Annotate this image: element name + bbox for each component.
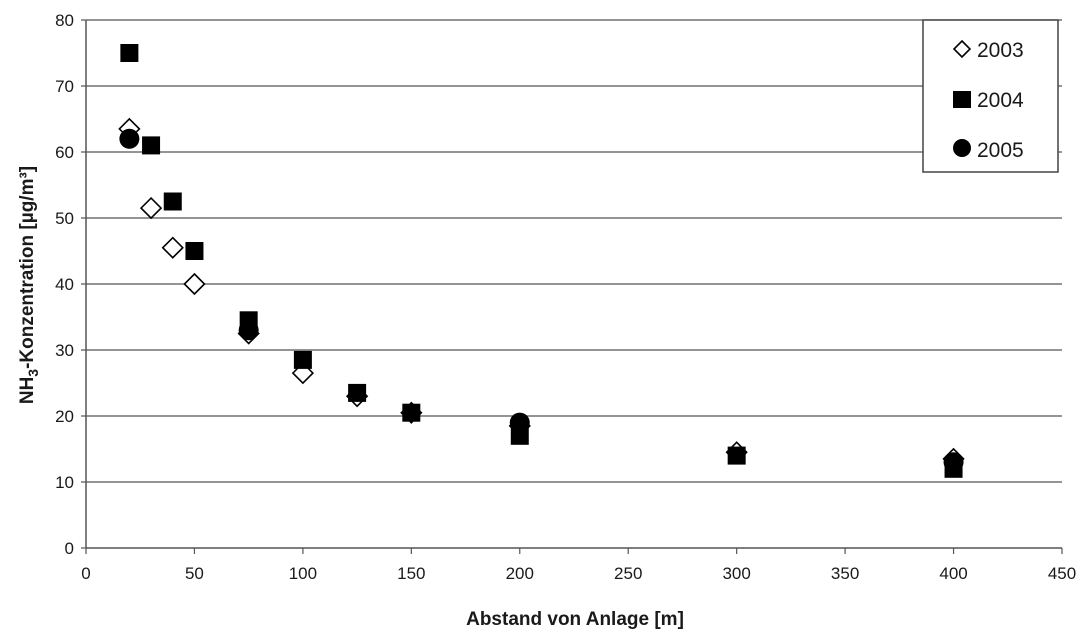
point-2003-30 <box>139 196 163 220</box>
legend-label-2004: 2004 <box>977 89 1024 112</box>
series-2005 <box>119 128 964 473</box>
x-tick-label-200: 200 <box>506 564 534 583</box>
y-axis-title: NH3-Konzentration [µg/m³] <box>17 166 41 404</box>
point-2005-75 <box>238 320 259 341</box>
point-2005-20 <box>119 128 140 149</box>
x-tick-label-450: 450 <box>1048 564 1076 583</box>
square-filled-icon <box>953 91 971 108</box>
y-tick-label-60: 60 <box>55 143 74 162</box>
x-tick-label-150: 150 <box>397 564 425 583</box>
point-2003-40 <box>161 236 184 259</box>
point-2004-300 <box>727 446 746 465</box>
y-tick-label-30: 30 <box>55 341 74 360</box>
y-axis-title-suffix: -Konzentration [µg/m³] <box>17 166 38 369</box>
x-axis-ticks: 0 50 100 150 200 250 300 350 400 450 <box>81 548 1076 583</box>
y-tick-label-0: 0 <box>65 539 74 558</box>
x-tick-label-300: 300 <box>722 564 750 583</box>
point-2004-100 <box>293 350 312 369</box>
legend-entry-2003: 2003 <box>952 39 1024 62</box>
diamond-open-icon <box>952 39 972 59</box>
x-tick-label-100: 100 <box>289 564 317 583</box>
point-2004-50 <box>185 242 204 260</box>
y-tick-label-80: 80 <box>55 11 74 30</box>
x-tick-label-50: 50 <box>185 564 204 583</box>
x-tick-label-400: 400 <box>939 564 967 583</box>
point-2004-150 <box>402 403 421 422</box>
legend-box <box>922 19 1059 173</box>
point-2004-20 <box>120 44 139 62</box>
y-axis-title-prefix: NH <box>17 377 38 404</box>
point-2005-400 <box>943 452 964 473</box>
legend: 2003 2004 2005 <box>922 19 1059 173</box>
gridlines <box>86 19 1062 483</box>
legend-entry-2005: 2005 <box>953 139 1024 162</box>
x-tick-label-250: 250 <box>614 564 642 583</box>
data-points <box>118 44 965 478</box>
legend-label-2005: 2005 <box>977 139 1024 162</box>
circle-filled-icon <box>953 139 971 157</box>
point-2004-125 <box>348 383 367 402</box>
y-axis-ticks: 0 10 20 30 40 50 60 70 80 <box>55 11 86 558</box>
y-tick-label-70: 70 <box>55 77 74 96</box>
y-tick-label-10: 10 <box>55 473 74 492</box>
y-tick-label-50: 50 <box>55 209 74 228</box>
point-2005-200 <box>509 412 530 433</box>
point-2003-50 <box>183 272 206 296</box>
y-tick-label-20: 20 <box>55 407 74 426</box>
point-2004-30 <box>142 136 161 155</box>
legend-label-2003: 2003 <box>977 39 1024 62</box>
y-tick-label-40: 40 <box>55 275 74 294</box>
x-tick-label-350: 350 <box>831 564 859 583</box>
legend-entry-2004: 2004 <box>953 89 1024 112</box>
x-tick-label-0: 0 <box>81 564 90 583</box>
series-2004 <box>120 44 963 478</box>
y-axis-title-subscript: 3 <box>25 369 41 377</box>
point-2004-40 <box>163 192 182 211</box>
x-axis-title: Abstand von Anlage [m] <box>466 609 684 630</box>
